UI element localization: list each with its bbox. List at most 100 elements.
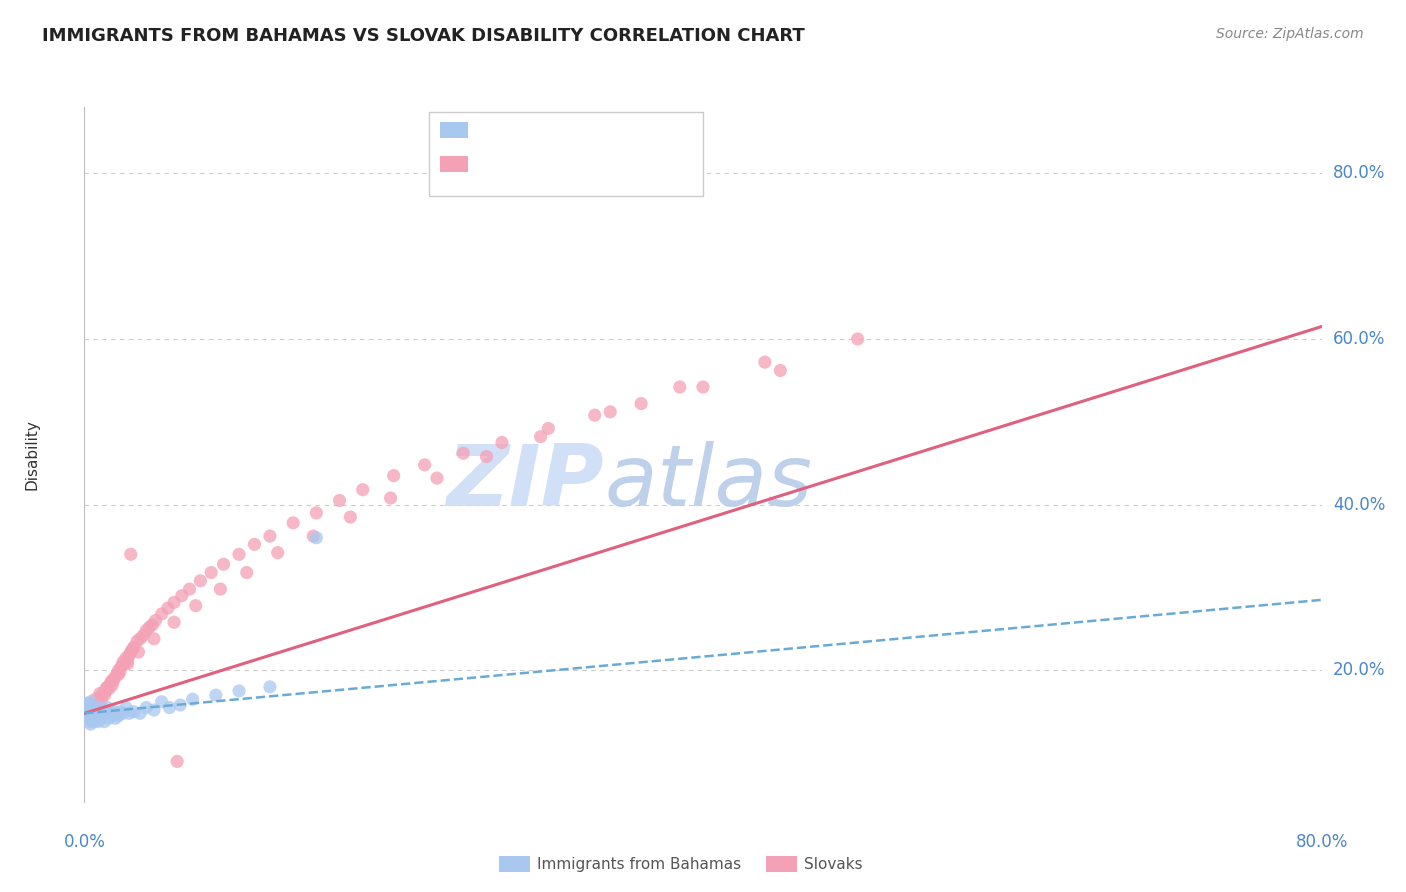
Point: [79, 695, 101, 709]
Point: [184, 599, 207, 613]
Point: [79, 706, 101, 721]
Point: [754, 355, 776, 369]
Point: [96, 700, 118, 714]
Point: [491, 435, 513, 450]
Point: [89, 706, 111, 721]
Point: [94, 706, 117, 721]
Point: [114, 657, 136, 671]
Point: [135, 700, 157, 714]
Point: [209, 582, 232, 596]
Point: [228, 684, 250, 698]
Point: [79, 706, 101, 721]
Point: [90, 692, 112, 706]
Point: [259, 680, 281, 694]
Point: [170, 589, 193, 603]
Point: [426, 471, 449, 485]
Point: [328, 493, 352, 508]
Text: 80.0%: 80.0%: [1295, 833, 1348, 851]
Text: Slovaks: Slovaks: [804, 857, 863, 871]
Point: [84, 692, 107, 706]
Point: [122, 705, 145, 719]
Point: [150, 695, 173, 709]
Point: [100, 675, 122, 690]
Point: [75, 700, 97, 714]
Point: [115, 700, 138, 714]
Point: [150, 607, 173, 621]
Point: [669, 380, 692, 394]
Point: [98, 681, 121, 696]
Point: [101, 708, 124, 723]
Point: [630, 396, 652, 410]
Point: [87, 714, 110, 729]
Point: [84, 711, 107, 725]
Point: [413, 458, 436, 472]
Point: [91, 686, 114, 700]
Point: [107, 663, 129, 677]
Text: Source: ZipAtlas.com: Source: ZipAtlas.com: [1216, 27, 1364, 41]
Point: [122, 640, 145, 654]
Point: [75, 706, 97, 721]
Point: [259, 529, 281, 543]
Point: [145, 614, 167, 628]
Point: [108, 705, 131, 719]
Text: atlas: atlas: [605, 442, 813, 524]
Point: [179, 582, 201, 596]
Text: Immigrants from Bahamas: Immigrants from Bahamas: [537, 857, 741, 871]
Text: Disability: Disability: [24, 419, 39, 491]
Point: [169, 698, 191, 712]
Text: 0.0%: 0.0%: [63, 833, 105, 851]
Point: [181, 692, 204, 706]
Point: [103, 705, 125, 719]
Point: [82, 705, 104, 719]
Point: [79, 717, 101, 731]
Point: [76, 711, 98, 725]
Point: [82, 708, 104, 723]
Point: [305, 506, 328, 520]
Point: [127, 645, 149, 659]
Point: [104, 711, 127, 725]
Point: [86, 705, 108, 719]
Point: [89, 686, 111, 700]
Text: 80.0%: 80.0%: [1333, 164, 1385, 182]
Point: [200, 566, 222, 580]
Point: [83, 700, 105, 714]
Point: [352, 483, 374, 497]
Point: [159, 700, 180, 714]
Point: [107, 708, 129, 723]
Point: [91, 708, 114, 723]
Point: [90, 711, 112, 725]
Point: [101, 678, 124, 692]
Point: [281, 516, 305, 530]
Text: R = 0.644: R = 0.644: [475, 157, 551, 171]
Point: [125, 634, 148, 648]
Point: [305, 531, 328, 545]
Text: R = 0.070: R = 0.070: [475, 123, 551, 137]
Point: [107, 667, 129, 681]
Point: [117, 653, 139, 667]
Point: [121, 642, 143, 657]
Point: [129, 706, 152, 721]
Point: [475, 450, 498, 464]
Point: [86, 698, 108, 712]
Point: [120, 547, 142, 561]
Point: [143, 632, 166, 646]
Text: 20.0%: 20.0%: [1333, 661, 1385, 680]
Point: [235, 566, 259, 580]
Point: [94, 681, 117, 696]
Point: [112, 706, 135, 721]
Point: [86, 713, 108, 727]
Point: [100, 706, 122, 721]
Point: [453, 446, 475, 460]
Point: [93, 714, 115, 729]
Point: [103, 673, 125, 688]
Point: [112, 655, 135, 669]
Point: [90, 705, 112, 719]
Point: [267, 546, 290, 560]
Point: [110, 659, 132, 673]
Point: [599, 405, 621, 419]
Point: [87, 708, 110, 723]
Point: [89, 690, 111, 704]
Text: 40.0%: 40.0%: [1333, 496, 1385, 514]
Point: [77, 714, 100, 729]
Point: [156, 601, 179, 615]
